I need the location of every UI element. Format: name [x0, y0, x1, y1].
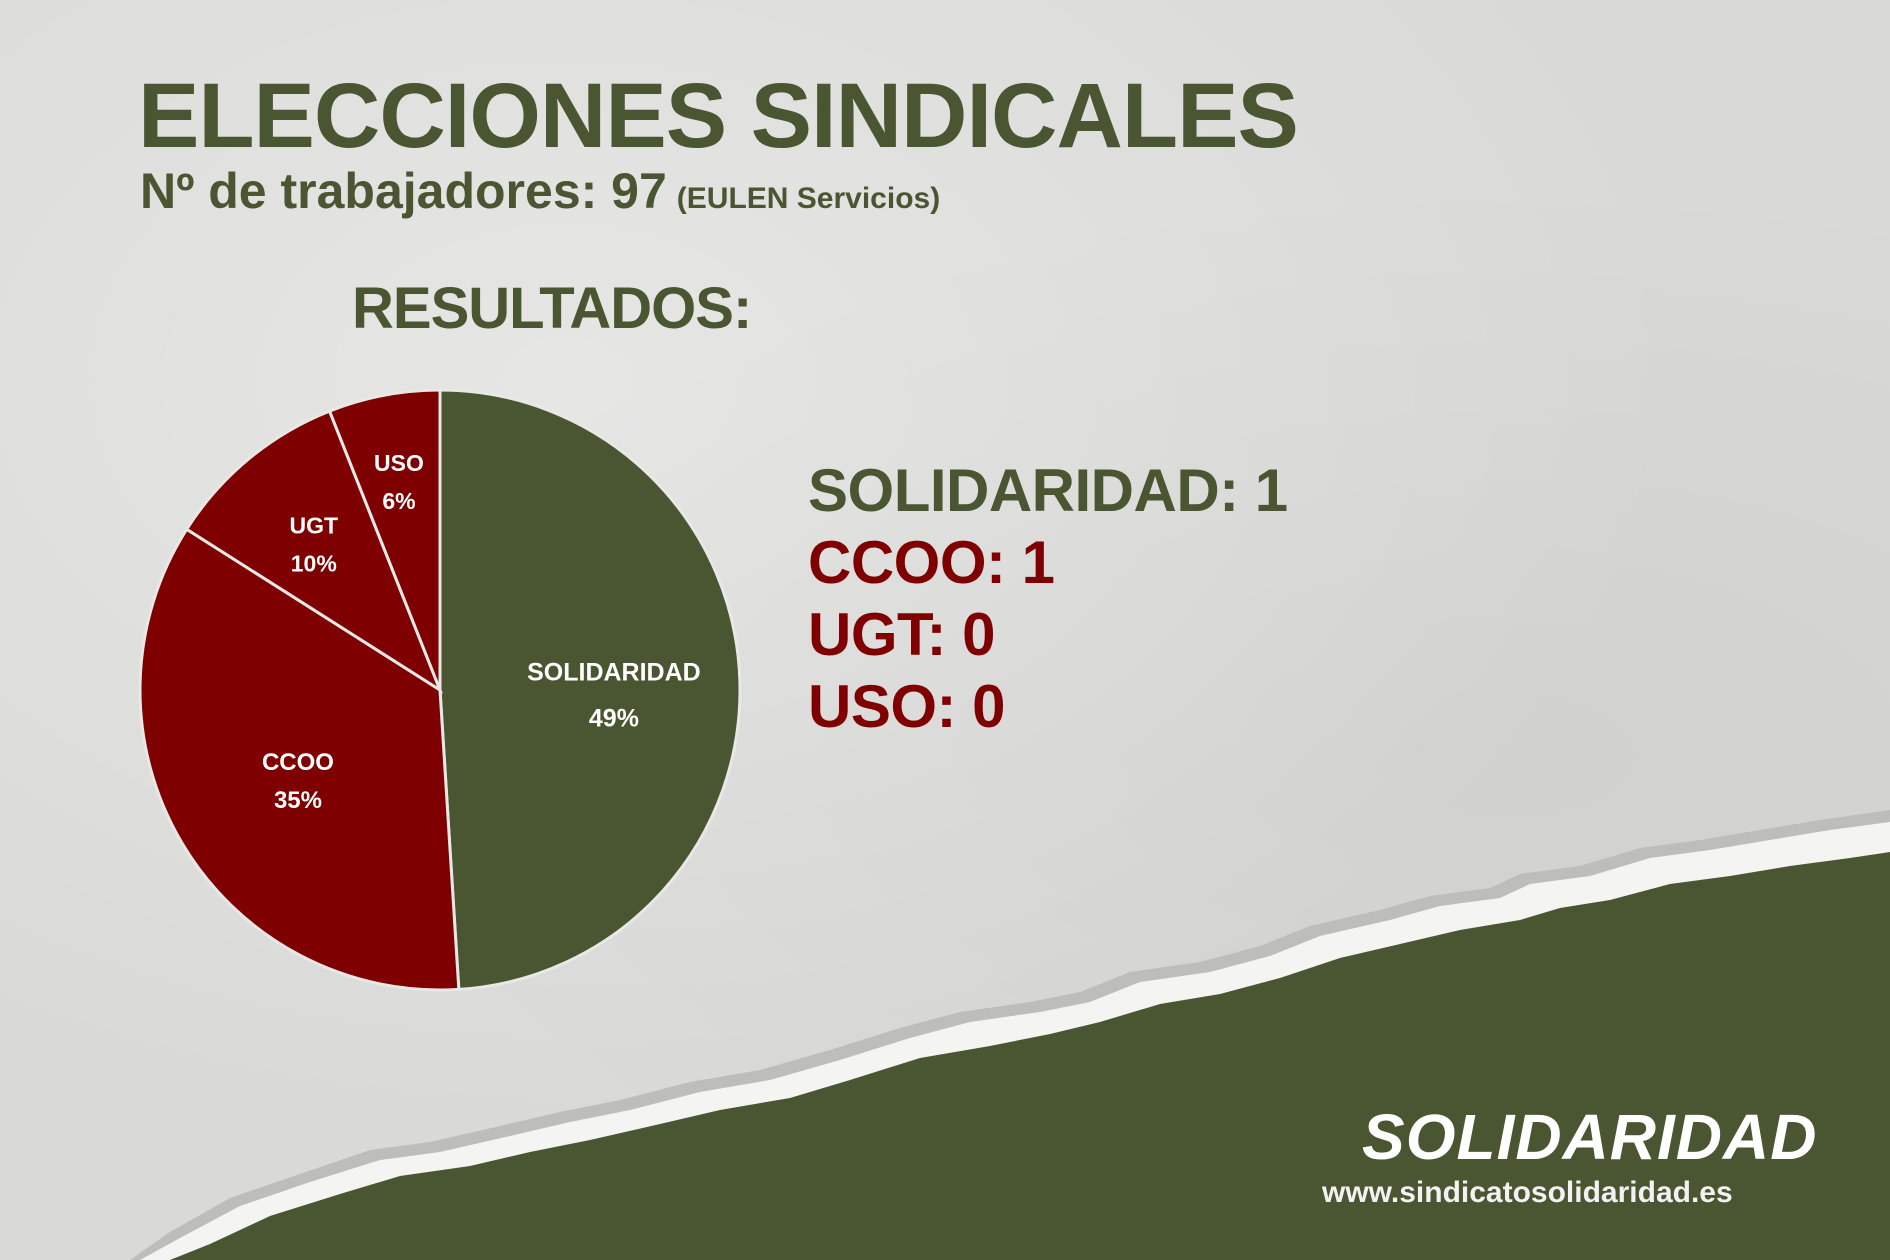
- slice-label-ugt: UGT: [290, 512, 339, 538]
- results-heading: RESULTADOS:: [352, 276, 752, 341]
- slice-label-ccoo: CCOO: [262, 749, 334, 776]
- pie-slice-solidaridad: [438, 388, 742, 992]
- seat-result: USO: 0: [808, 673, 1006, 740]
- page-title: ELECCIONES SINDICALES: [138, 65, 1299, 167]
- pie-slice-uso: [327, 388, 442, 691]
- workers-count-text: Nº de trabajadores: 97: [140, 163, 667, 219]
- slice-label-solidaridad: SOLIDARIDAD: [527, 659, 701, 687]
- green-band: [170, 852, 1890, 1260]
- slice-value-ccoo: 35%: [274, 787, 322, 814]
- workers-count: Nº de trabajadores: 97 (EULEN Servicios): [140, 166, 940, 216]
- seats-list: SOLIDARIDAD: 1 CCOO: 1 UGT: 0 USO: 0: [808, 455, 1288, 743]
- slice-value-ugt: 10%: [291, 550, 337, 576]
- seat-result: CCOO: 1: [808, 529, 1055, 596]
- slice-value-solidaridad: 49%: [589, 705, 639, 733]
- website-url: www.sindicatosolidaridad.es: [1322, 1176, 1733, 1209]
- pie-slice-ccoo: [138, 527, 461, 992]
- slice-label-uso: USO: [374, 450, 424, 476]
- seat-result: SOLIDARIDAD: 1: [808, 457, 1288, 524]
- slice-value-uso: 6%: [382, 488, 415, 514]
- brand-logo: SOLIDARIDAD: [1362, 1101, 1818, 1173]
- pie-chart: SOLIDARIDAD 49% CCOO 35% UGT 10% USO 6%: [138, 388, 742, 992]
- seat-result: UGT: 0: [808, 601, 996, 668]
- company-note: (EULEN Servicios): [676, 182, 941, 215]
- pie-slice-ugt: [184, 409, 444, 694]
